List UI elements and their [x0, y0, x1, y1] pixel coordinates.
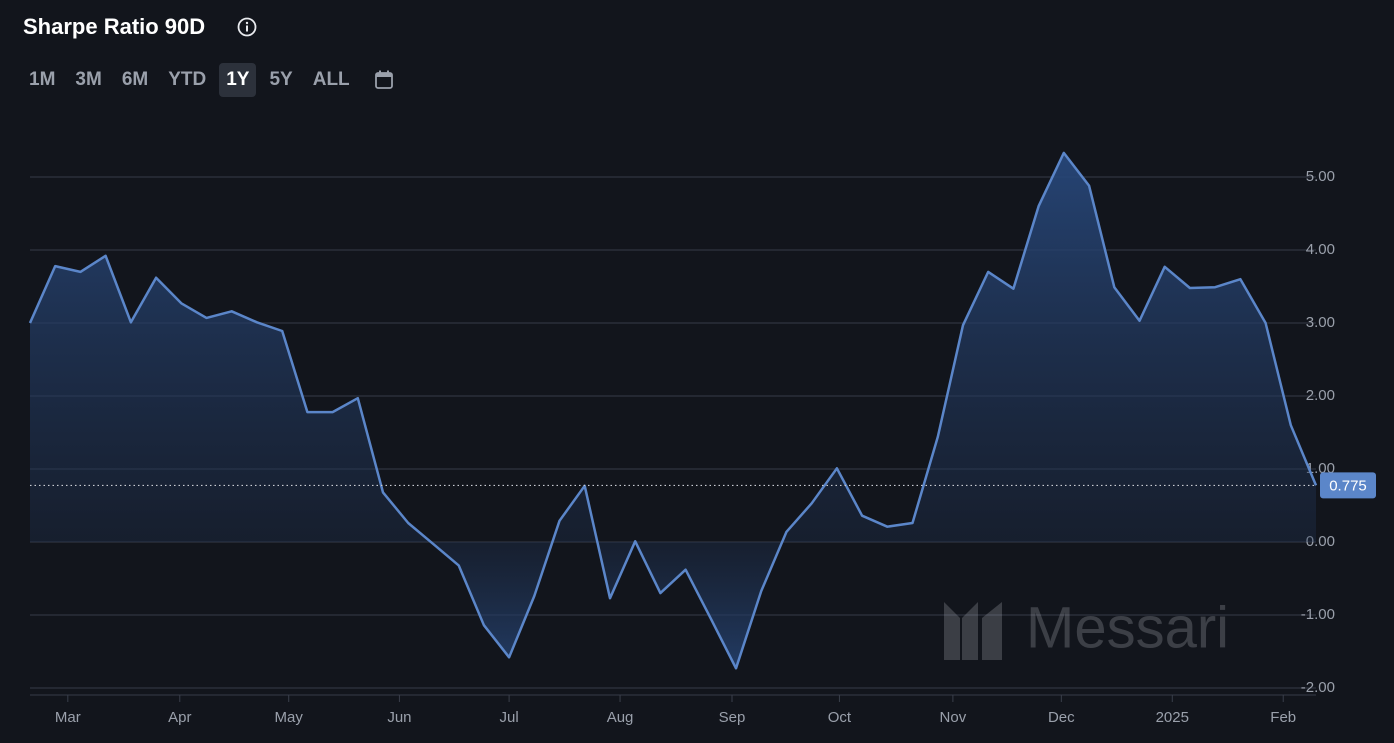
x-tick-label: 2025 [1156, 709, 1189, 726]
y-tick-label: 5.00 [1306, 168, 1335, 185]
y-tick-label: 2.00 [1306, 387, 1335, 404]
line [28, 151, 1318, 670]
range-button[interactable]: 5Y [269, 69, 293, 90]
y-tick-label: -2.00 [1301, 679, 1335, 696]
range-button[interactable]: 1Y [219, 63, 257, 97]
area [30, 152, 1316, 669]
x-tick-label: Aug [607, 709, 634, 726]
x-tick-label: Mar [55, 709, 81, 726]
range-button[interactable]: 3M [75, 69, 102, 90]
x-tick-label: Sep [719, 709, 746, 726]
x-tick-label: May [275, 709, 304, 726]
x-tick-label: Jun [387, 709, 411, 726]
y-tick-label: -1.00 [1301, 606, 1335, 623]
y-tick-label: 3.00 [1306, 314, 1335, 331]
range-button[interactable]: 1M [29, 69, 56, 90]
watermark: Messari [944, 595, 1229, 660]
calendar-icon[interactable] [373, 69, 395, 91]
x-tick-label: Feb [1270, 709, 1296, 726]
last-value-label: 0.775 [1329, 477, 1367, 494]
info-icon[interactable] [236, 16, 258, 38]
title: Sharpe Ratio 90D [23, 14, 206, 39]
range-button[interactable]: YTD [168, 69, 207, 90]
range-button[interactable]: ALL [312, 69, 350, 90]
watermark-text: Messari [1026, 595, 1229, 660]
x-tick-label: Oct [828, 709, 852, 726]
x-tick-label: Apr [168, 709, 191, 726]
x-tick-label: Nov [940, 709, 967, 726]
range-button[interactable]: 6M [121, 69, 149, 90]
y-tick-label: 4.00 [1306, 241, 1335, 258]
x-tick-label: Jul [500, 709, 519, 726]
last-value-badge [1320, 472, 1376, 499]
x-tick-label: Dec [1048, 709, 1075, 726]
range-selector: 1M 3M 6M YTD 1Y 5Y ALL [22, 63, 395, 97]
